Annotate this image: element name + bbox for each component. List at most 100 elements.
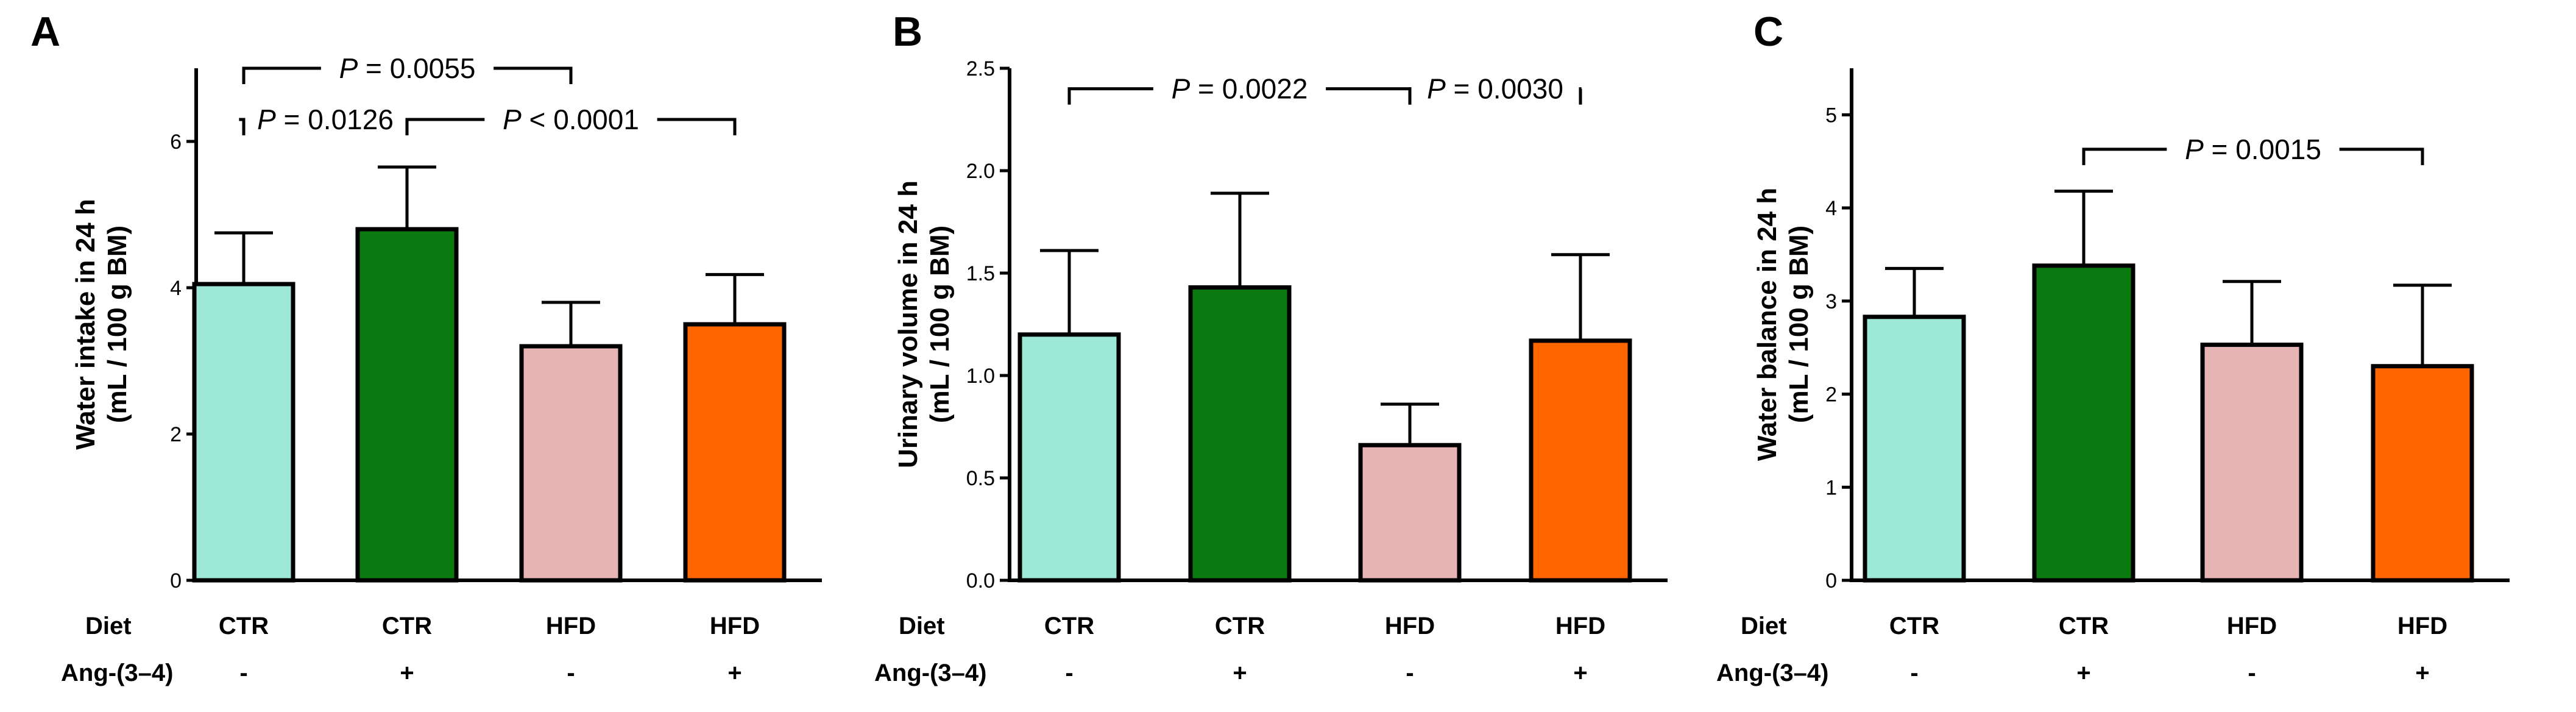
y-tick-label: 2.5 bbox=[966, 57, 995, 80]
category-label: HFD bbox=[1385, 613, 1435, 639]
significance-bracket: P = 0.0030 bbox=[1408, 73, 1582, 105]
row-label-diet: Diet bbox=[899, 613, 945, 639]
bar bbox=[2200, 343, 2304, 583]
treatment-label: - bbox=[567, 660, 575, 686]
y-axis-label-line: Urinary volume in 24 h bbox=[893, 180, 923, 468]
y-tick-label: 4 bbox=[170, 277, 182, 300]
y-tick-label: 1.5 bbox=[966, 262, 995, 285]
category-label: HFD bbox=[1555, 613, 1605, 639]
row-label-treatment: Ang-(3–4) bbox=[61, 660, 173, 686]
y-axis-label-line: (mL / 100 g BM) bbox=[102, 226, 132, 423]
category-label: CTR bbox=[219, 613, 269, 639]
panel-b: B Urinary volume in 24 h (mL / 100 g BM) 0.… bbox=[874, 9, 1668, 686]
y-tick-label: 0.0 bbox=[966, 569, 995, 593]
significance-bracket: P = 0.0022 bbox=[1067, 73, 1412, 105]
y-tick-label: 6 bbox=[170, 130, 182, 154]
bar bbox=[683, 322, 787, 583]
category-label: HFD bbox=[2397, 613, 2447, 639]
p-value: = 0.0030 bbox=[1446, 73, 1563, 105]
row-label-treatment: Ang-(3–4) bbox=[1716, 660, 1828, 686]
bracket-right bbox=[494, 66, 573, 84]
bar bbox=[2371, 364, 2474, 583]
y-tick-label: 0 bbox=[170, 569, 182, 593]
category-label: CTR bbox=[1889, 613, 1939, 639]
y-tick-label: 2 bbox=[1825, 383, 1837, 407]
p-symbol: P bbox=[1172, 73, 1191, 105]
y-tick-label: 5 bbox=[1825, 104, 1837, 127]
treatment-label: - bbox=[239, 660, 247, 686]
treatment-label: - bbox=[1910, 660, 1918, 686]
panel-letter: A bbox=[30, 9, 60, 55]
p-value: = 0.0022 bbox=[1190, 73, 1307, 105]
bracket-right bbox=[1326, 87, 1412, 105]
bar bbox=[519, 344, 623, 583]
treatment-label: + bbox=[400, 660, 414, 686]
p-symbol: P bbox=[2185, 134, 2204, 165]
bar bbox=[1017, 332, 1121, 583]
p-value: = 0.0055 bbox=[358, 52, 475, 84]
bracket-left bbox=[405, 118, 485, 135]
treatment-label: - bbox=[1065, 660, 1073, 686]
y-tick-label: 1 bbox=[1825, 476, 1837, 499]
p-value: < 0.0001 bbox=[522, 104, 639, 135]
bar bbox=[1863, 315, 1966, 583]
p-symbol: P bbox=[503, 104, 522, 135]
y-axis-label-line: (mL / 100 g BM) bbox=[1784, 226, 1814, 423]
p-symbol: P bbox=[257, 104, 276, 135]
y-tick-label: 3 bbox=[1825, 290, 1837, 313]
y-axis-label-line: Water balance in 24 h bbox=[1752, 188, 1782, 461]
bracket-left bbox=[1067, 87, 1153, 105]
y-axis-label-line: (mL / 100 g BM) bbox=[925, 226, 955, 423]
p-symbol: P bbox=[1427, 73, 1446, 105]
row-label-treatment: Ang-(3–4) bbox=[874, 660, 986, 686]
panel-letter: C bbox=[1753, 9, 1783, 55]
bracket-right bbox=[2339, 148, 2424, 165]
category-label: HFD bbox=[710, 613, 760, 639]
treatment-label: + bbox=[727, 660, 741, 686]
p-value-label: P < 0.0001 bbox=[503, 104, 639, 135]
y-tick-label: 0.5 bbox=[966, 467, 995, 490]
treatment-label: - bbox=[2248, 660, 2256, 686]
treatment-label: + bbox=[2076, 660, 2090, 686]
p-symbol: P bbox=[339, 52, 358, 84]
significance-bracket: P = 0.0126 bbox=[239, 104, 412, 135]
significance-bracket: P < 0.0001 bbox=[405, 104, 737, 135]
significance-bracket: P = 0.0015 bbox=[2082, 134, 2424, 165]
y-tick-label: 2.0 bbox=[966, 160, 995, 183]
p-value-label: P = 0.0022 bbox=[1172, 73, 1308, 105]
category-label: HFD bbox=[546, 613, 596, 639]
p-value-label: P = 0.0055 bbox=[339, 52, 476, 84]
row-label-diet: Diet bbox=[1741, 613, 1787, 639]
y-axis-label: Water intake in 24 h (mL / 100 g BM) bbox=[71, 199, 132, 450]
bar bbox=[192, 282, 295, 583]
y-tick-label: 2 bbox=[170, 423, 182, 446]
panel-c: C Water balance in 24 h (mL / 100 g BM) 0 1 2… bbox=[1716, 9, 2510, 686]
p-value-label: P = 0.0126 bbox=[257, 104, 394, 135]
category-label: CTR bbox=[2059, 613, 2109, 639]
category-label: HFD bbox=[2227, 613, 2277, 639]
panel-letter: B bbox=[893, 9, 922, 55]
row-label-diet: Diet bbox=[85, 613, 132, 639]
bracket-left bbox=[239, 118, 246, 135]
bar bbox=[1188, 285, 1292, 583]
y-tick-label: 4 bbox=[1825, 197, 1837, 220]
p-value-label: P = 0.0015 bbox=[2185, 134, 2321, 165]
treatment-label: + bbox=[1233, 660, 1247, 686]
bar bbox=[355, 227, 459, 583]
treatment-label: + bbox=[1573, 660, 1587, 686]
bracket-right bbox=[657, 118, 737, 135]
y-axis-label: Urinary volume in 24 h (mL / 100 g BM) bbox=[893, 180, 955, 468]
y-tick-label: 1.0 bbox=[966, 365, 995, 388]
p-value: = 0.0126 bbox=[276, 104, 394, 135]
treatment-label: + bbox=[2415, 660, 2429, 686]
bar bbox=[1358, 443, 1462, 583]
bracket-left bbox=[1408, 87, 1412, 105]
category-label: CTR bbox=[1044, 613, 1094, 639]
p-value: = 0.0015 bbox=[2204, 134, 2321, 165]
bar bbox=[2032, 263, 2135, 583]
category-label: CTR bbox=[1215, 613, 1265, 639]
bracket-right bbox=[1579, 87, 1582, 105]
bracket-left bbox=[242, 66, 321, 84]
y-tick-label: 0 bbox=[1825, 569, 1837, 593]
